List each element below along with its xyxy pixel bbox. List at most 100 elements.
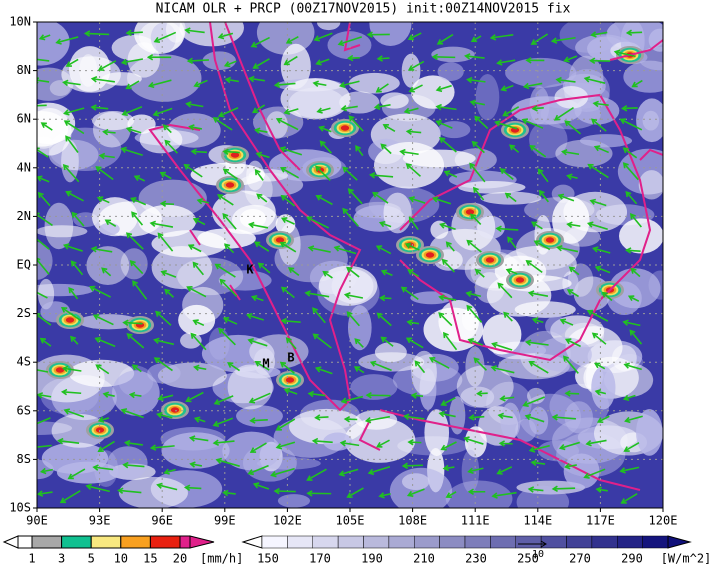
cloud (69, 46, 111, 92)
wind-shaft (403, 465, 423, 466)
cloud (57, 462, 120, 484)
olr-tick-label: 230 (465, 552, 487, 566)
wind-head (30, 422, 35, 427)
olr-box (313, 536, 338, 548)
cloud (349, 73, 400, 94)
precip-box (18, 536, 32, 548)
station-marker: M (262, 357, 269, 371)
lat-label: 6S (17, 403, 31, 417)
precip-cell (486, 257, 494, 262)
olr-box (490, 536, 515, 548)
lon-label: 111E (461, 514, 490, 528)
wind-shaft (433, 57, 455, 58)
cloud (243, 444, 297, 482)
olr-box (541, 536, 566, 548)
cloud (500, 403, 520, 440)
vector-ref-label: 10 (532, 549, 544, 560)
lon-label: 114E (523, 514, 552, 528)
olr-box (287, 536, 312, 548)
lat-label: 6N (17, 112, 31, 126)
precip-box (121, 536, 151, 548)
lat-label: 4S (17, 355, 31, 369)
olr-under (243, 536, 262, 548)
cloud (383, 193, 411, 234)
precip-cell (516, 277, 524, 282)
precip-cell (426, 252, 434, 257)
cloud (382, 94, 436, 121)
lon-label: 99E (214, 514, 236, 528)
lat-label: 10S (9, 501, 31, 515)
wind-head (28, 103, 32, 108)
precip-cell (286, 377, 294, 382)
olr-box (338, 536, 363, 548)
precip-tick-label: 10 (114, 552, 128, 566)
olr-box (567, 536, 592, 548)
precip-tick-label: 20 (173, 552, 187, 566)
lat-label: 10N (9, 15, 31, 29)
cloud (327, 31, 371, 59)
cloud (93, 112, 131, 148)
olr-box (440, 536, 465, 548)
cloud (430, 221, 448, 239)
wind-shaft (367, 395, 390, 396)
station-marker: B (287, 351, 294, 365)
olr-tick-label: 290 (621, 552, 643, 566)
precip-box (91, 536, 121, 548)
wind-shaft (623, 108, 638, 109)
precip-cell (171, 407, 179, 412)
cloud (649, 270, 673, 299)
precip-cell (66, 317, 74, 322)
cloud (22, 284, 94, 296)
wind-head (28, 56, 33, 61)
precip-unit: [mm/h] (200, 552, 243, 566)
station-marker: K (246, 263, 254, 277)
olr-tick-label: 210 (413, 552, 435, 566)
precip-tick-label: 5 (88, 552, 95, 566)
wind-head (28, 288, 33, 293)
cloud (182, 287, 223, 323)
cloud (119, 477, 188, 509)
precip-tick-label: 15 (143, 552, 157, 566)
lat-label: 8S (17, 452, 31, 466)
lat-label: EQ (17, 258, 31, 272)
precip-cell (226, 182, 234, 187)
precip-box (32, 536, 62, 548)
olr-tick-label: 150 (257, 552, 279, 566)
precip-box (62, 536, 92, 548)
olr-tick-label: 270 (569, 552, 591, 566)
lon-label: 102E (273, 514, 302, 528)
cloud (138, 205, 196, 237)
cloud (236, 405, 283, 427)
cloud (278, 494, 310, 507)
precip-cell (546, 237, 554, 242)
lon-label: 96E (151, 514, 173, 528)
wind-shaft (85, 33, 109, 34)
lat-label: 2N (17, 209, 31, 223)
olr-box (465, 536, 490, 548)
olr-box (592, 536, 617, 548)
cloud (86, 246, 129, 285)
olr-box (516, 536, 541, 548)
cloud (99, 223, 120, 235)
cloud (535, 337, 592, 372)
olr-box (389, 536, 414, 548)
cloud (257, 10, 315, 54)
cloud (112, 370, 160, 415)
wind-shaft (553, 488, 575, 489)
olr-box (364, 536, 389, 548)
cloud (152, 246, 213, 289)
cloud (36, 225, 87, 237)
lon-label: 117E (586, 514, 615, 528)
lat-label: 2S (17, 306, 31, 320)
cloud (438, 62, 464, 81)
olr-box (414, 536, 439, 548)
olr-box (617, 536, 642, 548)
cloud (527, 388, 545, 404)
precip-under (4, 536, 18, 548)
precip-cell (341, 125, 349, 130)
precip-cell (466, 209, 474, 214)
olr-tick-label: 190 (361, 552, 383, 566)
olr-unit: [W/m^2] (661, 552, 712, 566)
